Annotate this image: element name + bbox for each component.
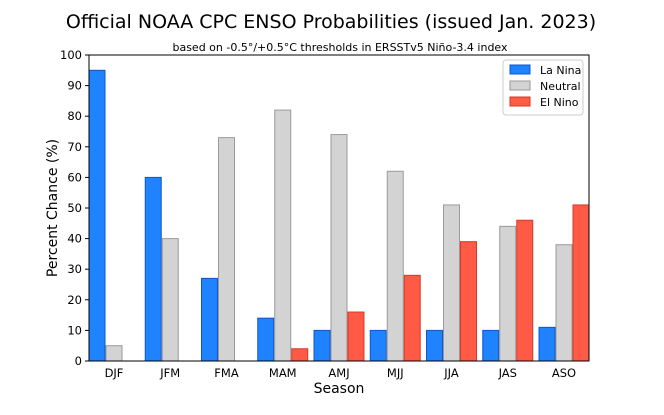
bar-neutral-mam — [274, 109, 292, 362]
x-axis: DJF JFM FMA MAM AMJ MJJ JJA JAS ASO — [105, 366, 577, 380]
bar-la-nina-mjj — [369, 329, 387, 362]
y-tick-label: 20 — [67, 293, 82, 307]
legend-label-neutral: Neutral — [540, 80, 581, 93]
bar-el-nino-jja — [460, 241, 477, 362]
x-axis-label: Season — [314, 381, 365, 397]
bar-neutral-jja — [443, 204, 460, 362]
y-tick-label: 60 — [67, 170, 82, 184]
y-axis: 0 10 20 30 40 50 60 70 80 90 100 — [60, 48, 89, 368]
bar-el-nino-mam — [291, 348, 309, 362]
legend-label-la-nina: La Nina — [540, 64, 581, 77]
x-tick-label: FMA — [214, 366, 239, 380]
y-tick-label: 90 — [67, 79, 82, 93]
x-tick-label: JAS — [498, 366, 517, 380]
x-tick-label: JFM — [159, 366, 180, 380]
bar-neutral-mjj — [386, 170, 404, 362]
x-tick-label: DJF — [105, 366, 124, 380]
bar-neutral-fma — [218, 137, 235, 362]
bar-la-nina-jfm — [144, 176, 162, 362]
bar-neutral-jas — [499, 225, 517, 362]
legend-swatch-la-nina — [509, 64, 531, 75]
bar-el-nino-mjj — [403, 274, 421, 362]
x-tick-label: AMJ — [328, 366, 349, 380]
y-axis-label: Percent Chance (%) — [45, 139, 61, 277]
bar-la-nina-jas — [482, 329, 500, 362]
bar-la-nina-djf — [88, 69, 106, 362]
chart-subtitle: based on -0.5°/+0.5°C thresholds in ERSS… — [172, 41, 508, 54]
x-tick-label: JJA — [443, 366, 459, 380]
y-tick-label: 10 — [67, 323, 82, 337]
bars-layer — [88, 69, 590, 362]
bar-la-nina-amj — [313, 329, 331, 362]
y-tick-label: 50 — [67, 201, 82, 215]
bar-la-nina-fma — [201, 277, 218, 362]
y-tick-label: 0 — [75, 354, 82, 368]
legend-swatch-el-nino — [509, 96, 531, 107]
bar-el-nino-amj — [347, 311, 365, 362]
y-tick-label: 80 — [67, 109, 82, 123]
bar-el-nino-jas — [516, 219, 534, 362]
y-tick-label: 100 — [60, 48, 82, 62]
bar-la-nina-mam — [257, 317, 275, 362]
legend-swatch-neutral — [509, 80, 531, 91]
x-tick-label: ASO — [552, 366, 576, 380]
bar-neutral-djf — [105, 345, 123, 362]
y-tick-label: 30 — [67, 262, 82, 276]
legend-label-el-nino: El Nino — [540, 96, 579, 109]
plot-frame — [88, 54, 590, 362]
bar-neutral-amj — [330, 134, 348, 362]
x-tick-label: MJJ — [387, 366, 404, 380]
y-tick-label: 40 — [67, 232, 82, 246]
chart-title: Official NOAA CPC ENSO Probabilities (is… — [66, 11, 596, 33]
bar-neutral-aso — [555, 244, 573, 362]
bar-la-nina-jja — [426, 329, 443, 362]
bar-el-nino-aso — [572, 204, 590, 362]
legend: La Nina Neutral El Nino — [502, 59, 584, 116]
y-tick-label: 70 — [67, 140, 82, 154]
x-tick-label: MAM — [269, 366, 297, 380]
bar-neutral-jfm — [161, 238, 179, 362]
bar-la-nina-aso — [538, 326, 556, 362]
